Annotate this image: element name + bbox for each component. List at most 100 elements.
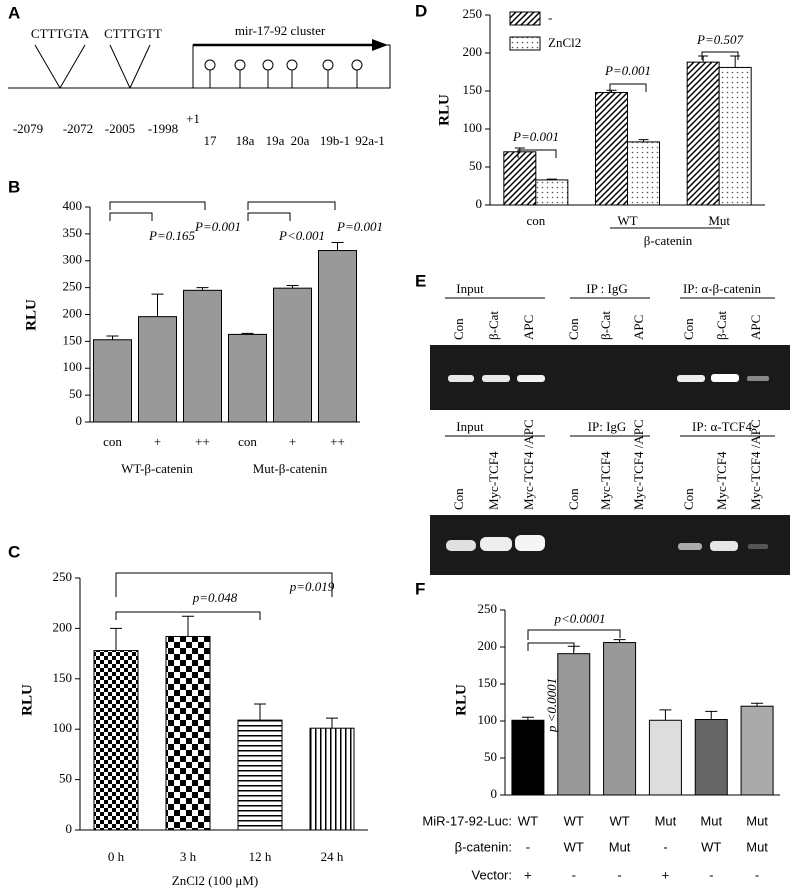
gel-group-label: Input <box>456 281 484 296</box>
table-cell: + <box>524 867 532 882</box>
x-tick-label: 12 h <box>249 849 272 864</box>
bar <box>183 289 222 423</box>
x-tick-label: 3 h <box>180 849 197 864</box>
error-bar <box>182 615 194 637</box>
panel-e: E <box>415 271 790 575</box>
y-tick-label: 100 <box>463 120 483 135</box>
arrow-head <box>372 39 388 51</box>
position: -2079 <box>13 121 43 136</box>
bar <box>138 316 177 423</box>
bar <box>228 333 267 423</box>
lane-label: Myc-TCF4 /APC <box>521 419 536 510</box>
bracket <box>701 51 739 60</box>
y-tick-label: 300 <box>63 252 83 267</box>
y-tick-label: 150 <box>53 670 73 685</box>
panel-letter: D <box>415 1 427 20</box>
error-bar <box>546 178 557 180</box>
error-bar <box>659 709 672 721</box>
error-bar <box>241 332 254 335</box>
legend-label: - <box>548 10 552 25</box>
x-tick-label: ++ <box>330 434 345 449</box>
p-value: P=0.001 <box>512 129 559 144</box>
y-axis-label: RLU <box>453 684 469 716</box>
x-tick-label: + <box>289 434 296 449</box>
table-cell: - <box>572 867 576 882</box>
bar <box>694 719 728 796</box>
y-tick-label: 150 <box>63 332 83 347</box>
table-cell: Mut <box>609 839 631 854</box>
y-tick-label: 100 <box>478 712 498 727</box>
error-bar <box>606 89 617 93</box>
lane-label: Con <box>451 488 466 510</box>
error-bar <box>613 639 626 643</box>
hairpins <box>204 59 363 88</box>
panel-a: A CTTTGTA CTTTGTT mir-17-92 cluster -207… <box>8 3 391 148</box>
table-cell: - <box>617 867 621 882</box>
legend-swatch <box>509 36 541 51</box>
bracket <box>609 83 647 92</box>
group-label: WT-β-catenin <box>121 461 193 476</box>
panel-letter: E <box>415 271 426 290</box>
y-tick-label: 50 <box>469 158 482 173</box>
y-tick-label: 0 <box>491 786 498 801</box>
lane-label: Myc-TCF4 /APC <box>631 419 646 510</box>
bar <box>718 66 752 206</box>
lane-label: Con <box>681 488 696 510</box>
error-bar <box>705 710 718 720</box>
gel-group-label: IP: α-β-catenin <box>683 281 762 296</box>
bracket <box>247 201 336 210</box>
bracket <box>115 572 333 597</box>
motif-line <box>109 44 131 89</box>
cluster-label: mir-17-92 cluster <box>235 23 326 38</box>
error-bar <box>286 284 299 289</box>
row-label: MiR-17-92-Luc: <box>422 813 512 828</box>
table-cell: Mut <box>655 813 677 828</box>
y-tick-label: 0 <box>66 821 73 836</box>
error-bar <box>730 55 741 68</box>
lane-label: Myc-TCF4 <box>714 451 729 510</box>
bar <box>93 339 132 423</box>
y-tick-label: 250 <box>478 601 498 616</box>
p-value: p <0.0001 <box>544 678 559 733</box>
lane-label: β-Cat <box>486 311 501 340</box>
error-bar <box>751 702 764 707</box>
legend-label: ZnCl2 <box>548 35 581 50</box>
y-tick-label: 200 <box>478 638 498 653</box>
bar <box>273 287 312 423</box>
p-value: P=0.001 <box>194 219 241 234</box>
y-tick-label: 150 <box>478 675 498 690</box>
y-axis-label: RLU <box>23 299 39 331</box>
gel-group-label: IP: IgG <box>588 419 627 434</box>
motif-line <box>59 44 86 89</box>
error-bar <box>326 717 338 729</box>
x-tick-label: + <box>154 434 161 449</box>
position: +1 <box>186 111 200 126</box>
bar <box>165 635 211 831</box>
error-bar <box>254 703 266 721</box>
lane-label: Myc-TCF4 <box>486 451 501 510</box>
motif: CTTTGTT <box>104 26 162 41</box>
bracket <box>517 149 557 158</box>
bar <box>595 92 628 206</box>
panel-letter: F <box>415 579 425 598</box>
table-cell: WT <box>518 813 538 828</box>
mirna: 92a-1 <box>355 133 385 148</box>
x-tick-label: ++ <box>195 434 210 449</box>
mirna: 20a <box>291 133 310 148</box>
lane-label: APC <box>748 315 763 340</box>
bar <box>309 727 355 831</box>
p-value: p<0.0001 <box>553 611 605 626</box>
group-label: Mut-β-catenin <box>253 461 328 476</box>
y-tick-label: 150 <box>463 82 483 97</box>
table-cell: - <box>663 839 667 854</box>
p-value: P=0.001 <box>336 219 383 234</box>
table-cell: WT <box>701 839 721 854</box>
bar <box>557 653 591 796</box>
lane-label: Con <box>451 318 466 340</box>
row-label: β-catenin: <box>455 839 512 854</box>
table-cell: - <box>526 839 530 854</box>
bracket <box>527 629 621 640</box>
position: -1998 <box>148 121 178 136</box>
y-tick-label: 200 <box>53 619 73 634</box>
